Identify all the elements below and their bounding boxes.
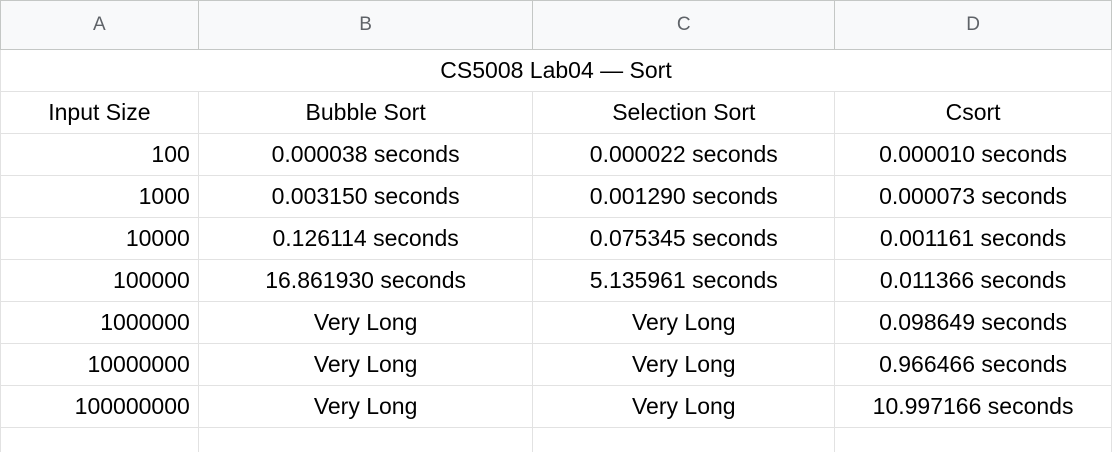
cell-csort[interactable]: 0.098649 seconds xyxy=(834,301,1112,344)
column-header-row: A B C D xyxy=(0,0,1112,50)
cell-csort[interactable]: 0.966466 seconds xyxy=(834,343,1112,386)
cell-selection-sort[interactable]: 5.135961 seconds xyxy=(532,259,836,302)
column-header-b[interactable]: B xyxy=(197,0,534,50)
column-header-d[interactable]: D xyxy=(834,0,1112,50)
cell-input-size[interactable]: 10000000 xyxy=(0,343,199,386)
table-row: 10000 0.126114 seconds 0.075345 seconds … xyxy=(0,217,1112,260)
cell-bubble-sort[interactable]: Very Long xyxy=(197,301,534,344)
column-header-a[interactable]: A xyxy=(0,0,199,50)
cell-input-size[interactable]: 100000 xyxy=(0,259,199,302)
empty-cell[interactable] xyxy=(834,427,1112,452)
cell-selection-sort[interactable]: 0.000022 seconds xyxy=(532,133,836,176)
empty-cell[interactable] xyxy=(532,427,836,452)
title-row: CS5008 Lab04 — Sort xyxy=(0,49,1112,92)
cell-selection-sort[interactable]: Very Long xyxy=(532,385,836,428)
header-input-size[interactable]: Input Size xyxy=(0,91,199,134)
cell-input-size[interactable]: 1000000 xyxy=(0,301,199,344)
cell-input-size[interactable]: 100000000 xyxy=(0,385,199,428)
cell-csort[interactable]: 0.000073 seconds xyxy=(834,175,1112,218)
cell-input-size[interactable]: 10000 xyxy=(0,217,199,260)
cell-input-size[interactable]: 1000 xyxy=(0,175,199,218)
cell-input-size[interactable]: 100 xyxy=(0,133,199,176)
cell-bubble-sort[interactable]: Very Long xyxy=(197,343,534,386)
table-row: 100000 16.861930 seconds 5.135961 second… xyxy=(0,259,1112,302)
cell-bubble-sort[interactable]: 0.000038 seconds xyxy=(197,133,534,176)
empty-cell[interactable] xyxy=(197,427,534,452)
empty-row xyxy=(0,427,1112,452)
cell-bubble-sort[interactable]: 16.861930 seconds xyxy=(197,259,534,302)
cell-selection-sort[interactable]: Very Long xyxy=(532,301,836,344)
header-row: Input Size Bubble Sort Selection Sort Cs… xyxy=(0,91,1112,134)
empty-cell[interactable] xyxy=(0,427,199,452)
cell-bubble-sort[interactable]: 0.126114 seconds xyxy=(197,217,534,260)
table-row: 10000000 Very Long Very Long 0.966466 se… xyxy=(0,343,1112,386)
header-bubble-sort[interactable]: Bubble Sort xyxy=(197,91,534,134)
cell-bubble-sort[interactable]: 0.003150 seconds xyxy=(197,175,534,218)
table-row: 100 0.000038 seconds 0.000022 seconds 0.… xyxy=(0,133,1112,176)
table-row: 1000 0.003150 seconds 0.001290 seconds 0… xyxy=(0,175,1112,218)
cell-csort[interactable]: 0.011366 seconds xyxy=(834,259,1112,302)
cell-bubble-sort[interactable]: Very Long xyxy=(197,385,534,428)
cell-selection-sort[interactable]: Very Long xyxy=(532,343,836,386)
table-row: 100000000 Very Long Very Long 10.997166 … xyxy=(0,385,1112,428)
cell-csort[interactable]: 10.997166 seconds xyxy=(834,385,1112,428)
table-row: 1000000 Very Long Very Long 0.098649 sec… xyxy=(0,301,1112,344)
sheet-title-cell[interactable]: CS5008 Lab04 — Sort xyxy=(0,49,1112,92)
cell-selection-sort[interactable]: 0.075345 seconds xyxy=(532,217,836,260)
header-selection-sort[interactable]: Selection Sort xyxy=(532,91,836,134)
header-csort[interactable]: Csort xyxy=(834,91,1112,134)
cell-csort[interactable]: 0.000010 seconds xyxy=(834,133,1112,176)
cell-selection-sort[interactable]: 0.001290 seconds xyxy=(532,175,836,218)
cell-csort[interactable]: 0.001161 seconds xyxy=(834,217,1112,260)
column-header-c[interactable]: C xyxy=(532,0,836,50)
